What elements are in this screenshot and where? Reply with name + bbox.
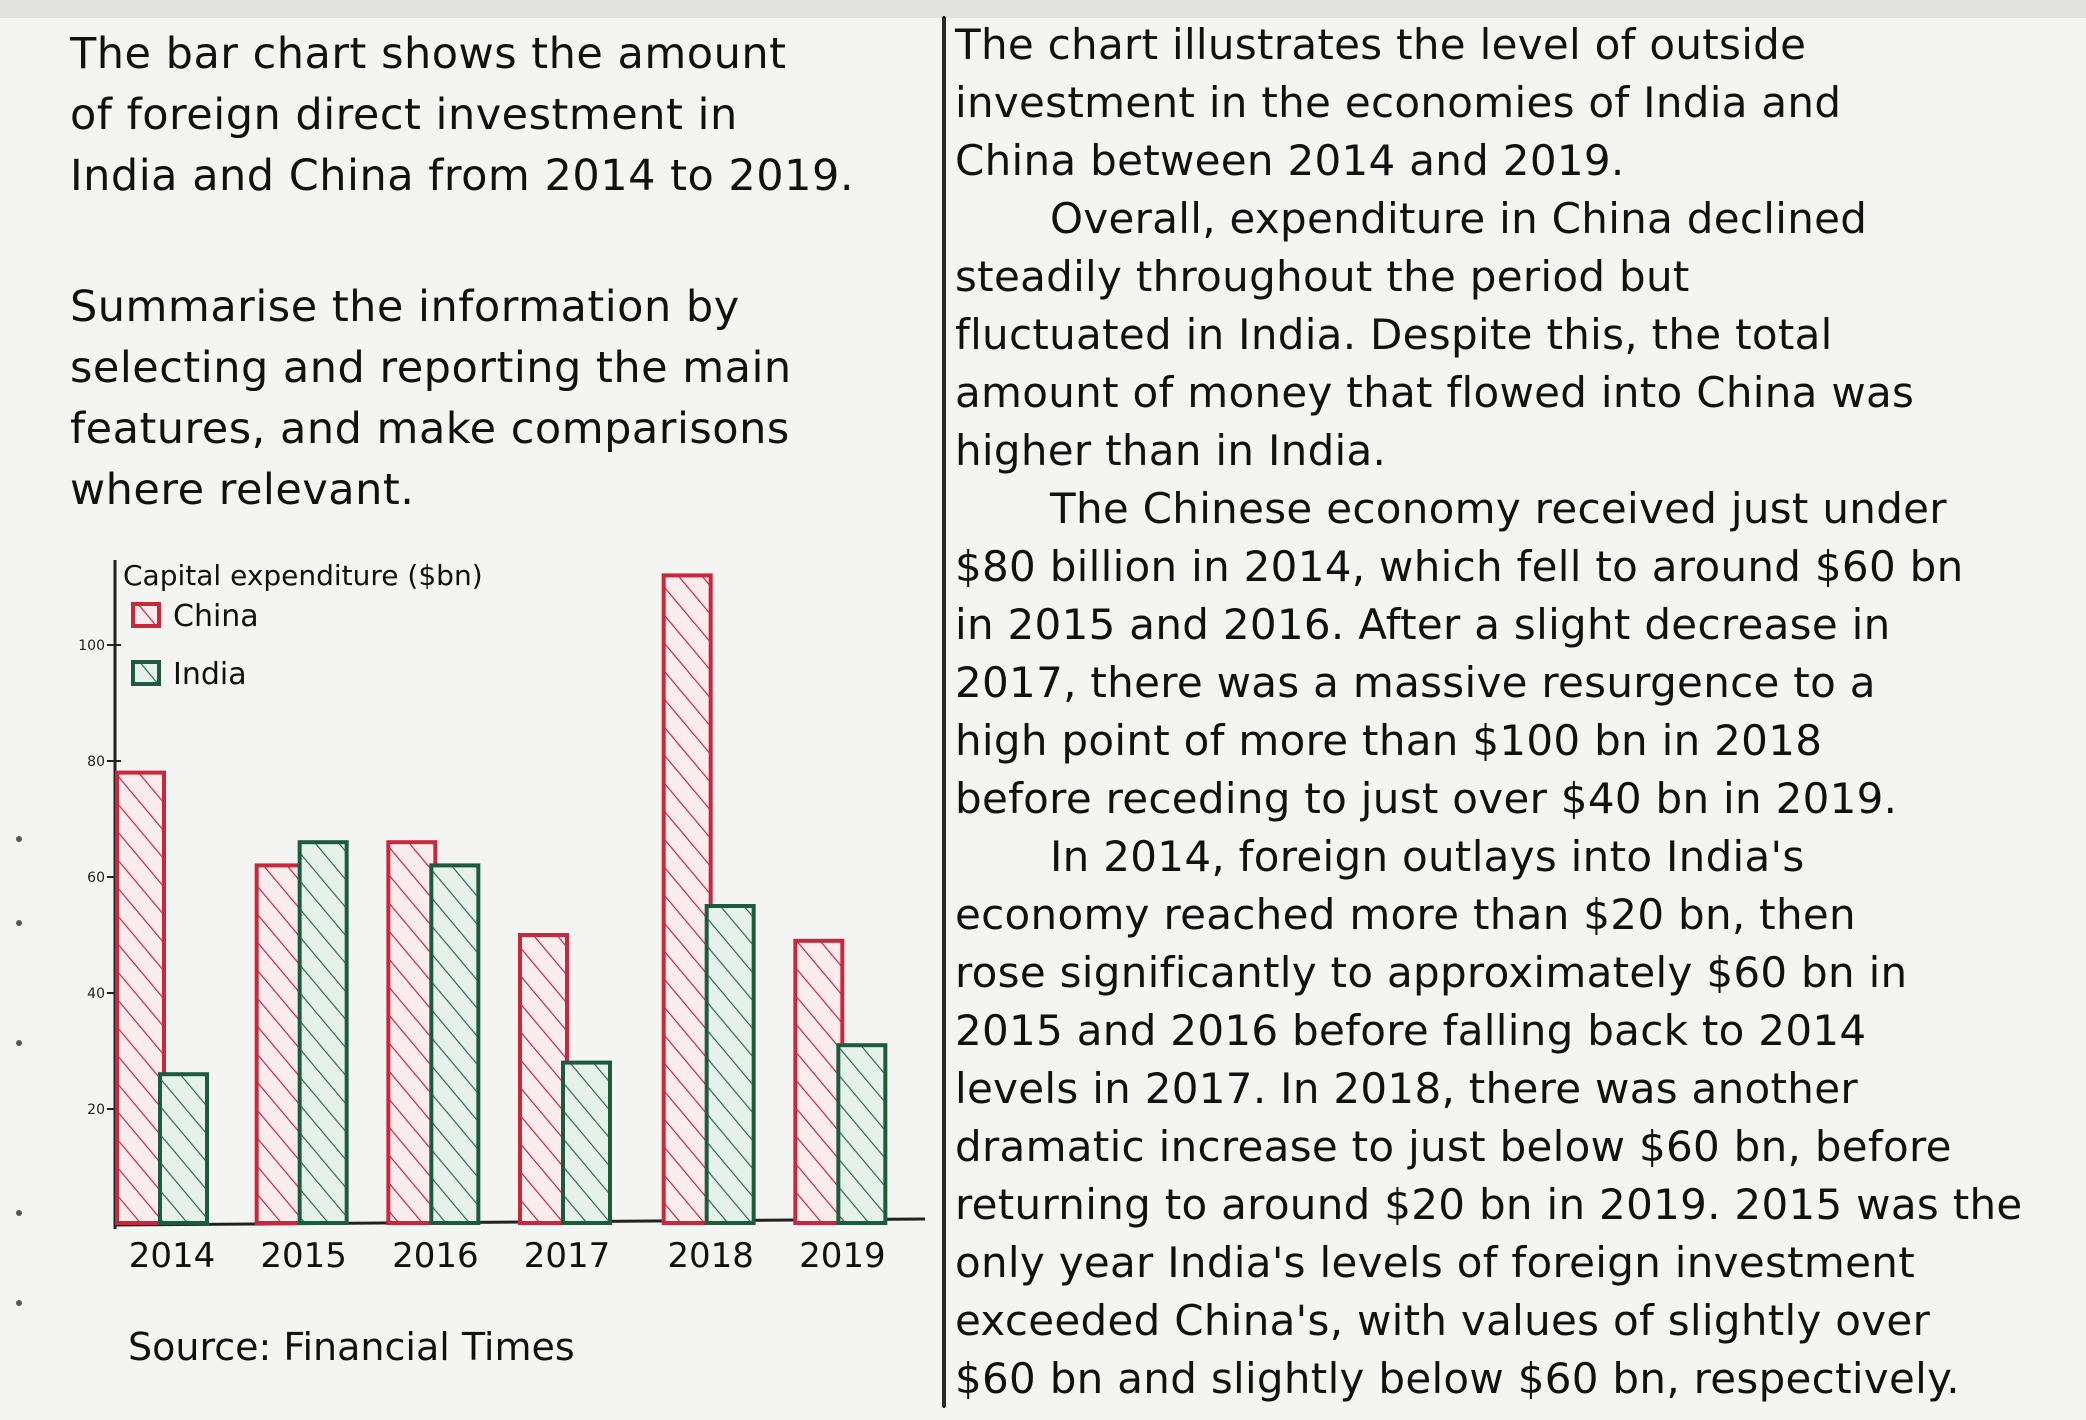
essay-line: rose significantly to approximately $60 … xyxy=(955,948,1908,997)
board-top-edge xyxy=(0,0,2086,18)
y-tick-label: 20 xyxy=(87,1102,105,1118)
legend-label-china: China xyxy=(173,599,259,634)
legend-label-india: India xyxy=(173,657,247,692)
essay-line: higher than in India. xyxy=(955,426,1387,475)
bar-india-2017 xyxy=(561,1060,612,1225)
task-line: Summarise the information by xyxy=(70,282,740,332)
margin-mark xyxy=(16,1210,22,1216)
prompt-line: India and China from 2014 to 2019. xyxy=(70,151,855,201)
bar-chart: 20 40 60 80 100 2014 2015 2016 2017 2018 2019 Capi… xyxy=(78,559,926,1276)
margin-mark xyxy=(16,1300,22,1306)
margin-mark xyxy=(16,1040,22,1046)
essay-line: high point of more than $100 bn in 2018 xyxy=(955,716,1823,765)
chart-title: Capital expenditure ($bn) xyxy=(123,559,483,592)
legend-swatch-china xyxy=(131,602,161,628)
bar-india-2015 xyxy=(297,840,349,1225)
prompt-line: The bar chart shows the amount xyxy=(70,29,787,79)
x-tick-label: 2017 xyxy=(524,1236,611,1276)
essay-line: before receding to just over $40 bn in 2… xyxy=(955,774,1898,823)
essay-line: China between 2014 and 2019. xyxy=(955,136,1625,185)
essay-line: In 2014, foreign outlays into India's xyxy=(1050,832,1805,881)
margin-mark xyxy=(16,836,22,842)
x-tick-label: 2018 xyxy=(667,1236,754,1276)
x-tick-label: 2019 xyxy=(799,1236,886,1276)
bar-china-2015 xyxy=(254,863,306,1225)
essay-line: dramatic increase to just below $60 bn, … xyxy=(955,1122,1952,1171)
bar-india-2018 xyxy=(704,904,756,1225)
essay-line: economy reached more than $20 bn, then xyxy=(955,890,1856,939)
task-line: selecting and reporting the main xyxy=(70,343,792,393)
essay-line: levels in 2017. In 2018, there was anoth… xyxy=(955,1064,1858,1113)
x-tick-label: 2014 xyxy=(129,1236,216,1276)
essay-line: exceeded China's, with values of slightl… xyxy=(955,1296,1931,1345)
margin-mark xyxy=(16,920,22,926)
y-tick-label: 60 xyxy=(87,870,105,886)
x-tick-label: 2016 xyxy=(392,1236,479,1276)
bar-india-2019 xyxy=(836,1043,888,1226)
essay-line: $60 bn and slightly below $60 bn, respec… xyxy=(955,1354,1960,1403)
essay-line: steadily throughout the period but xyxy=(955,252,1690,301)
y-tick-label: 80 xyxy=(87,754,105,770)
question-prompt: The bar chart shows the amount of foreig… xyxy=(70,24,930,521)
bar-india-2014 xyxy=(158,1072,209,1226)
prompt-line: of foreign direct investment in xyxy=(70,90,738,140)
bar-china-2017 xyxy=(518,933,569,1225)
bar-india-2016 xyxy=(429,863,481,1225)
bar-china-2018 xyxy=(661,573,713,1225)
y-tick-label: 100 xyxy=(78,638,105,654)
task-line: features, and make comparisons xyxy=(70,404,790,454)
essay-line: fluctuated in India. Despite this, the t… xyxy=(955,310,1833,359)
essay-line: in 2015 and 2016. After a slight decreas… xyxy=(955,600,1891,649)
essay-line: returning to around $20 bn in 2019. 2015… xyxy=(955,1180,2023,1229)
essay-line: investment in the economies of India and xyxy=(955,78,1842,127)
bar-china-2019 xyxy=(793,938,845,1225)
essay-line: only year India's levels of foreign inve… xyxy=(955,1238,1915,1287)
essay-line: 2017, there was a massive resurgence to … xyxy=(955,658,1876,707)
essay-line: The Chinese economy received just under xyxy=(1050,484,1947,533)
chart-source: Source: Financial Times xyxy=(128,1325,575,1369)
essay-line: 2015 and 2016 before falling back to 201… xyxy=(955,1006,1867,1055)
page-divider xyxy=(942,16,946,1408)
x-tick-label: 2015 xyxy=(260,1236,347,1276)
bar-china-2016 xyxy=(386,840,438,1225)
legend-swatch-india xyxy=(131,660,161,686)
y-tick-label: 40 xyxy=(87,986,105,1002)
task-line: where relevant. xyxy=(70,465,415,515)
essay-line: $80 billion in 2014, which fell to aroun… xyxy=(955,542,1964,591)
essay-line: The chart illustrates the level of outsi… xyxy=(955,20,1807,69)
bar-china-2014 xyxy=(115,770,166,1225)
essay-line: Overall, expenditure in China declined xyxy=(1050,194,1868,243)
model-answer: The chart illustrates the level of outsi… xyxy=(955,16,2067,1408)
essay-line: amount of money that flowed into China w… xyxy=(955,368,1915,417)
